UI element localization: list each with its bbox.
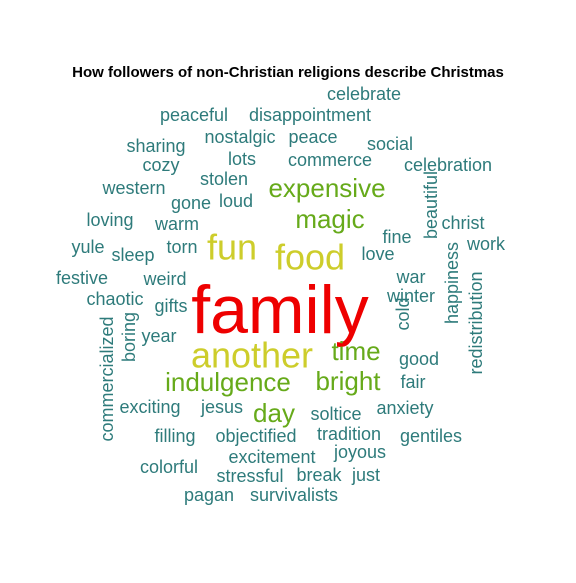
word-year: year: [141, 326, 176, 346]
word-lots: lots: [228, 149, 256, 169]
word-day: day: [253, 398, 295, 428]
word-chaotic: chaotic: [86, 289, 143, 309]
word-just: just: [351, 465, 380, 485]
word-disappointment: disappointment: [249, 105, 371, 125]
word-gone: gone: [171, 193, 211, 213]
word-celebrate: celebrate: [327, 84, 401, 104]
word-sleep: sleep: [111, 245, 154, 265]
word-pagan: pagan: [184, 485, 234, 505]
word-fine: fine: [382, 227, 411, 247]
word-family: family: [191, 272, 369, 348]
word-work: work: [466, 234, 506, 254]
word-survivalists: survivalists: [250, 485, 338, 505]
word-weird: weird: [142, 269, 186, 289]
word-christ: christ: [441, 213, 484, 233]
word-excitement: excitement: [228, 447, 315, 467]
word-objectified: objectified: [215, 426, 296, 446]
word-peaceful: peaceful: [160, 105, 228, 125]
word-tradition: tradition: [317, 424, 381, 444]
word-beautiful: beautiful: [421, 171, 441, 239]
word-gifts: gifts: [154, 296, 187, 316]
chart-title: How followers of non-Christian religions…: [72, 64, 504, 81]
word-bright: bright: [315, 366, 381, 396]
word-joyous: joyous: [333, 442, 386, 462]
word-social: social: [367, 134, 413, 154]
word-loving: loving: [86, 210, 133, 230]
word-war: war: [395, 267, 425, 287]
word-colorful: colorful: [140, 457, 198, 477]
word-sharing: sharing: [126, 136, 185, 156]
word-happiness: happiness: [442, 242, 462, 324]
word-redistribution: redistribution: [466, 271, 486, 374]
word-good: good: [399, 349, 439, 369]
word-soltice: soltice: [310, 404, 361, 424]
word-exciting: exciting: [119, 397, 180, 417]
word-winter: winter: [386, 286, 435, 306]
word-food: food: [275, 237, 345, 278]
word-celebration: celebration: [404, 155, 492, 175]
word-expensive: expensive: [268, 173, 385, 203]
word-love: love: [361, 244, 394, 264]
word-commerce: commerce: [288, 150, 372, 170]
word-western: western: [101, 178, 165, 198]
word-magic: magic: [295, 204, 364, 234]
word-loud: loud: [219, 191, 253, 211]
word-nostalgic: nostalgic: [204, 127, 275, 147]
word-another: another: [191, 335, 313, 376]
word-gentiles: gentiles: [400, 426, 462, 446]
word-torn: torn: [166, 237, 197, 257]
word-fun: fun: [207, 227, 257, 268]
word-break: break: [296, 465, 342, 485]
word-festive: festive: [56, 268, 108, 288]
word-commercialized: commercialized: [97, 316, 117, 441]
word-yule: yule: [71, 237, 104, 257]
word-filling: filling: [154, 426, 195, 446]
word-cozy: cozy: [142, 155, 179, 175]
word-peace: peace: [288, 127, 337, 147]
word-boring: boring: [119, 312, 139, 362]
word-jesus: jesus: [200, 397, 243, 417]
word-indulgence: indulgence: [165, 367, 291, 397]
word-stolen: stolen: [200, 169, 248, 189]
word-fair: fair: [400, 372, 425, 392]
word-stressful: stressful: [216, 466, 283, 486]
word-cold: cold: [393, 297, 413, 330]
word-anxiety: anxiety: [376, 398, 433, 418]
word-time: time: [331, 336, 380, 366]
word-warm: warm: [154, 214, 199, 234]
